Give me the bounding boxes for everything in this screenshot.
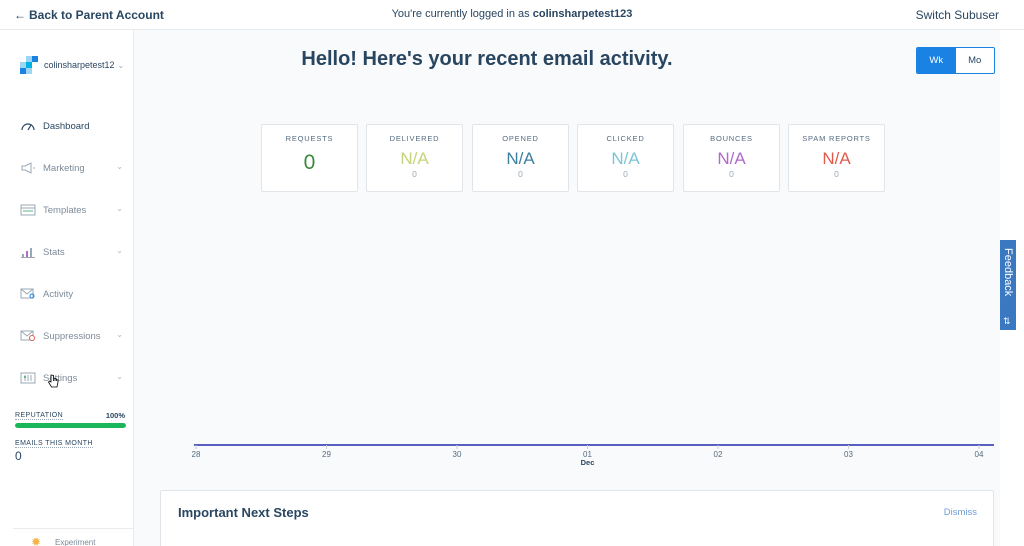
stat-card-delivered: DELIVERED N/A 0 — [366, 124, 463, 192]
next-steps-panel: Important Next Steps Dismiss — [160, 490, 994, 546]
sidebar-item-settings[interactable]: Settings ⌄ — [19, 367, 129, 389]
stat-card-requests: REQUESTS 0 — [261, 124, 358, 192]
stat-title: REQUESTS — [285, 134, 334, 143]
sidebar-item-label: Suppressions — [43, 330, 101, 342]
stat-card-spam-reports: SPAM REPORTS N/A 0 — [788, 124, 885, 192]
chevron-down-icon: ⌄ — [116, 246, 123, 255]
month-toggle-button[interactable]: Mo — [968, 55, 982, 66]
back-to-parent-link[interactable]: ← Back to Parent Account — [14, 8, 164, 22]
dismiss-link[interactable]: Dismiss — [943, 507, 977, 518]
chevron-down-icon: ⌄ — [116, 204, 123, 213]
week-toggle-button[interactable]: Wk — [917, 48, 956, 73]
envelope-blocked-icon — [19, 329, 37, 343]
stat-title: BOUNCES — [710, 134, 753, 143]
sidebar-item-label: Dashboard — [43, 120, 90, 132]
account-switcher[interactable]: colinsharpetest12 ⌄ — [20, 56, 124, 74]
arrow-left-icon: ← — [14, 8, 26, 22]
activity-chart: 28 29 30 01 02 03 04 Dec — [192, 444, 994, 467]
sidebar: colinsharpetest12 ⌄ Dashboard Marketing … — [13, 30, 134, 546]
sidebar-item-label: Templates — [43, 204, 87, 216]
login-prefix: You're currently logged in as — [391, 8, 533, 20]
x-tick-label: 04 — [975, 450, 984, 459]
top-bar: ← Back to Parent Account You're currently… — [0, 0, 1024, 30]
emails-this-month-value: 0 — [15, 449, 22, 463]
mouse-cursor-icon — [47, 374, 59, 388]
sidebar-item-label: Stats — [43, 246, 65, 258]
x-tick-label: 30 — [453, 450, 462, 459]
stat-sub: 0 — [834, 169, 839, 179]
sliders-icon — [19, 371, 37, 385]
chevron-down-icon: ⌄ — [116, 330, 123, 339]
megaphone-icon — [19, 161, 37, 175]
period-toggle[interactable]: Wk Mo — [916, 47, 995, 74]
sidebar-footer-label: Experiment — [55, 538, 96, 546]
reputation-label: REPUTATION — [15, 412, 64, 420]
reputation-bar — [15, 423, 126, 428]
sidebar-item-suppressions[interactable]: Suppressions ⌄ — [19, 325, 129, 347]
stat-value: N/A — [611, 149, 640, 168]
chevron-down-icon: ⌄ — [116, 372, 123, 381]
stat-sub: 0 — [623, 169, 628, 179]
login-username: colinsharpetest123 — [532, 8, 633, 20]
stat-value: N/A — [506, 149, 535, 168]
stat-title: CLICKED — [606, 134, 645, 143]
reputation-bar-fill — [15, 423, 126, 428]
x-tick-label: 03 — [844, 450, 853, 459]
stat-value: N/A — [717, 149, 746, 168]
x-tick-label: 28 — [192, 450, 201, 459]
stat-card-opened: OPENED N/A 0 — [472, 124, 569, 192]
sendgrid-logo-icon — [20, 56, 38, 74]
stat-sub: 0 — [412, 169, 417, 179]
stat-card-clicked: CLICKED N/A 0 — [577, 124, 674, 192]
sun-icon: ✹ — [31, 535, 42, 546]
gauge-icon — [19, 119, 37, 133]
feedback-tab[interactable]: Feedback ⇅ — [1000, 240, 1016, 330]
sidebar-item-label: Activity — [43, 288, 74, 300]
stat-title: DELIVERED — [389, 134, 440, 143]
sidebar-item-stats[interactable]: Stats ⌄ — [19, 241, 129, 263]
stat-sub: 0 — [729, 169, 734, 179]
envelope-search-icon — [19, 287, 37, 301]
stat-sub: 0 — [518, 169, 523, 179]
x-tick-label: 02 — [714, 450, 723, 459]
sidebar-item-activity[interactable]: Activity — [19, 283, 129, 305]
next-steps-title: Important Next Steps — [178, 505, 309, 520]
sidebar-item-label: Settings — [43, 372, 78, 384]
switch-subuser-link[interactable]: Switch Subuser — [915, 8, 999, 22]
x-tick-label: 29 — [322, 450, 331, 459]
stat-value: N/A — [822, 149, 851, 168]
x-tick-label: 01 — [583, 450, 592, 459]
stat-card-bounces: BOUNCES N/A 0 — [683, 124, 780, 192]
stat-title: OPENED — [502, 134, 539, 143]
sidebar-item-label: Marketing — [43, 162, 85, 174]
feedback-label: Feedback — [1002, 248, 1014, 297]
sidebar-item-templates[interactable]: Templates ⌄ — [19, 199, 129, 221]
stat-value: N/A — [400, 149, 429, 168]
templates-icon — [19, 203, 37, 217]
sidebar-item-marketing[interactable]: Marketing ⌄ — [19, 157, 129, 179]
bar-chart-icon — [19, 245, 37, 259]
stat-title: SPAM REPORTS — [802, 134, 871, 143]
page-title: Hello! Here's your recent email activity… — [301, 48, 673, 70]
reputation-value: 100% — [105, 411, 125, 420]
feedback-icon: ⇅ — [1003, 316, 1011, 326]
chevron-down-icon: ⌄ — [117, 60, 125, 70]
account-name: colinsharpetest12 — [44, 60, 115, 70]
x-month-label: Dec — [581, 458, 595, 467]
stat-value: 0 — [303, 151, 316, 174]
back-label: Back to Parent Account — [29, 8, 164, 22]
sidebar-footer[interactable]: ✹ Experiment — [13, 528, 133, 546]
emails-this-month-label: EMAILS THIS MONTH — [15, 440, 93, 448]
main-content: Hello! Here's your recent email activity… — [134, 30, 1000, 546]
chevron-down-icon: ⌄ — [116, 162, 123, 171]
sidebar-item-dashboard[interactable]: Dashboard — [19, 115, 129, 137]
